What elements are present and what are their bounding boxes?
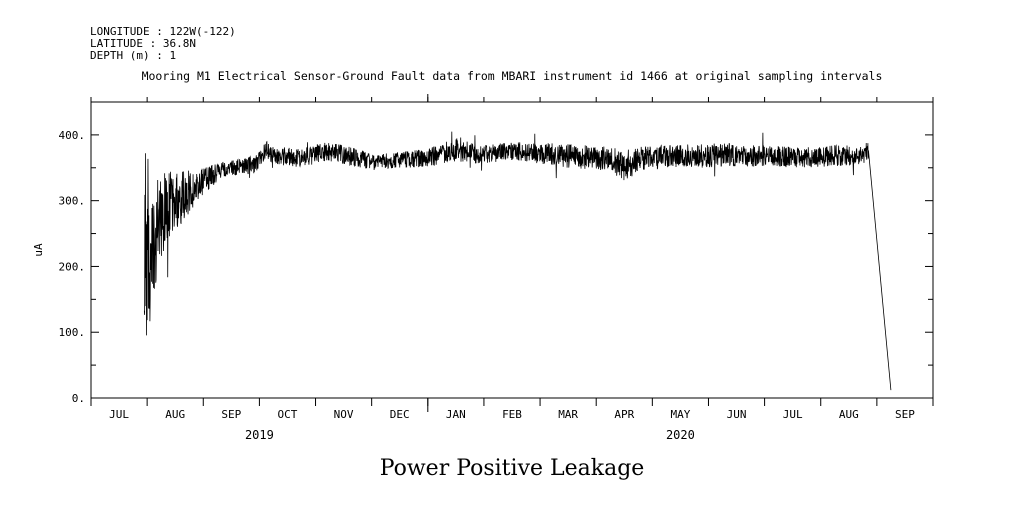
x-month-label: AUG xyxy=(839,408,859,421)
x-month-label: AUG xyxy=(165,408,185,421)
y-tick-label: 0. xyxy=(72,392,85,405)
x-year-label: 2020 xyxy=(666,428,695,442)
y-axis: 0. 100. 200. 300. 400. xyxy=(59,101,933,405)
x-month-label: JUL xyxy=(109,408,129,421)
x-month-label: OCT xyxy=(278,408,298,421)
x-month-label: FEB xyxy=(502,408,522,421)
x-month-label: SEP xyxy=(895,408,915,421)
y-tick-label: 400. xyxy=(59,129,86,142)
longitude-label: LONGITUDE : 122W(-122) xyxy=(90,25,236,38)
latitude-label: LATITUDE : 36.8N xyxy=(90,37,196,50)
series-layer xyxy=(143,131,892,391)
y-tick-label: 100. xyxy=(59,326,86,339)
y-tick-label: 200. xyxy=(59,260,86,273)
x-month-label: DEC xyxy=(390,408,410,421)
x-month-label: SEP xyxy=(221,408,241,421)
x-month-label: NOV xyxy=(334,408,354,421)
x-month-label: MAY xyxy=(670,408,690,421)
chart-title: Mooring M1 Electrical Sensor-Ground Faul… xyxy=(142,69,883,83)
depth-label: DEPTH (m) : 1 xyxy=(90,49,176,62)
x-axis: JUL AUG SEP OCT NOV DEC JAN FEB MAR APR MAY JUN JUL A… xyxy=(90,94,934,442)
x-month-label: APR xyxy=(614,408,634,421)
x-month-label: MAR xyxy=(558,408,578,421)
plot-frame xyxy=(90,101,934,399)
series-line xyxy=(143,131,892,391)
y-axis-label: uA xyxy=(32,243,45,257)
x-year-label: 2019 xyxy=(245,428,274,442)
x-month-label: JUL xyxy=(783,408,803,421)
footer-title: Power Positive Leakage xyxy=(380,456,645,481)
x-month-label: JUN xyxy=(727,408,747,421)
x-month-label: JAN xyxy=(446,408,466,421)
y-tick-label: 300. xyxy=(59,195,86,208)
